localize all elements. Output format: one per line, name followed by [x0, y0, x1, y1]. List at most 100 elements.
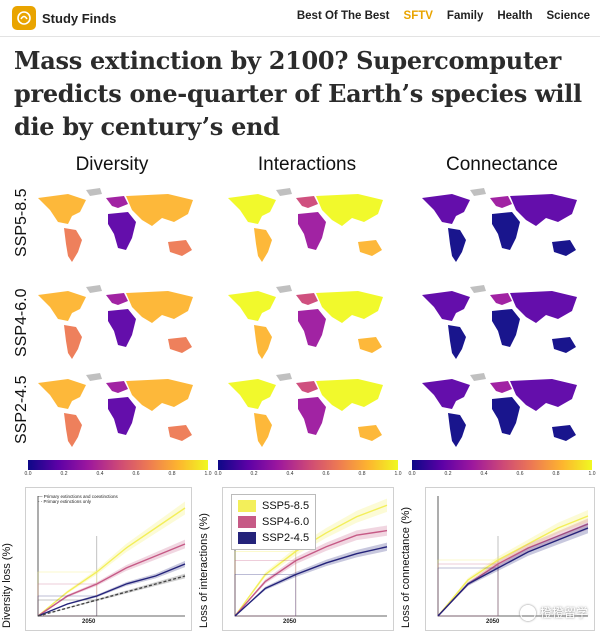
site-logo[interactable]: Study Finds: [12, 6, 116, 30]
series-line: [37, 575, 186, 617]
map-region: [86, 373, 102, 381]
map-region: [490, 293, 512, 305]
logo-icon: [12, 6, 36, 30]
main-nav: Best Of The Best SFTV Family Health Scie…: [297, 10, 590, 22]
legend-swatch-navy: [238, 532, 256, 544]
article-headline: Mass extinction by 2100? Supercomputer p…: [14, 46, 582, 141]
column-title-diversity: Diversity: [75, 154, 149, 175]
map-region: [38, 291, 86, 321]
map-region: [254, 228, 272, 262]
colorbar-ticks-diversity: 0.0 0.2 0.4 0.6 0.8 1.0: [24, 471, 212, 479]
map-region: [358, 240, 382, 256]
map-region: [296, 196, 318, 208]
series-band: [235, 525, 387, 616]
colorbar-connectance: [412, 460, 592, 470]
colorbar-tick: 0.4: [286, 471, 294, 477]
x-marker-2050: 2050: [486, 619, 500, 625]
map-diversity-ssp585: [38, 188, 193, 262]
map-region: [448, 413, 466, 447]
map-region: [276, 188, 292, 196]
map-region: [492, 309, 520, 347]
colorbar-tick: 0.8: [168, 471, 176, 477]
nav-best-of-the-best[interactable]: Best Of The Best: [296, 10, 390, 22]
map-region: [492, 212, 520, 250]
chart-diversity-loss: [37, 496, 186, 617]
map-region: [106, 381, 128, 393]
map-region: [490, 196, 512, 208]
map-region: [64, 413, 82, 447]
diversity-legend: — Primary extinctions and coextinctions …: [38, 494, 118, 504]
site-header: Study Finds Best Of The Best SFTV Family…: [0, 0, 600, 37]
colorbar-tick: 0.6: [132, 471, 140, 477]
map-region: [106, 196, 128, 208]
map-region: [552, 425, 576, 441]
map-region: [298, 212, 326, 250]
chart-panel-interactions: SSP5-8.5 SSP4-6.0 SSP2-4.5 2050: [222, 487, 394, 631]
ylabel-loss-of-connectance: Loss of connectance (%): [400, 506, 412, 628]
legend-item-ssp585: SSP5-8.5: [238, 498, 309, 514]
reference-box: [437, 567, 499, 617]
chart-panel-connectance: 2050: [425, 487, 595, 631]
reference-box: [234, 574, 297, 617]
map-region: [316, 194, 383, 226]
colorbar-tick: 0.0: [214, 471, 222, 477]
map-region: [298, 397, 326, 435]
map-region: [168, 337, 192, 353]
map-region: [64, 325, 82, 359]
legend-entry-solid: — Primary extinctions and coextinctions: [38, 494, 118, 499]
colorbar-tick: 0.8: [552, 471, 560, 477]
column-title-interactions: Interactions: [257, 154, 357, 175]
map-region: [38, 379, 86, 409]
map-connectance-ssp245: [422, 373, 577, 447]
map-region: [470, 188, 486, 196]
chart-loss-of-connectance: [437, 496, 589, 617]
column-title-connectance: Connectance: [446, 154, 558, 175]
colorbar-ticks-connectance: 0.0 0.2 0.4 0.6 0.8 1.0: [409, 471, 596, 479]
colorbar-interactions: [218, 460, 398, 470]
series-line: [234, 529, 388, 617]
series-band: [438, 510, 588, 616]
x-marker-2050: 2050: [283, 619, 297, 625]
map-region: [228, 194, 276, 224]
map-region: [86, 188, 102, 196]
map-interactions-ssp245: [228, 373, 383, 447]
chart-panel-diversity: — Primary extinctions and coextinctions …: [25, 487, 192, 631]
nav-sftv[interactable]: SFTV: [403, 10, 433, 22]
map-region: [108, 212, 136, 250]
colorbar-tick: 0.6: [516, 471, 524, 477]
map-interactions-ssp585: [228, 188, 383, 262]
map-region: [168, 425, 192, 441]
series-band: [38, 539, 185, 616]
map-region: [126, 291, 193, 323]
legend-item-ssp245: SSP2-4.5: [238, 530, 309, 546]
watermark: 橙橙留学: [519, 604, 588, 621]
map-region: [254, 325, 272, 359]
site-name: Study Finds: [42, 10, 117, 26]
scenario-legend: SSP5-8.5 SSP4-6.0 SSP2-4.5: [231, 494, 317, 550]
colorbar-tick: 0.8: [358, 471, 366, 477]
map-region: [552, 240, 576, 256]
map-region: [552, 337, 576, 353]
map-region: [422, 291, 470, 321]
map-region: [448, 325, 466, 359]
map-region: [126, 379, 193, 411]
nav-science[interactable]: Science: [546, 10, 590, 22]
series-line: [37, 543, 186, 617]
series-line: [37, 563, 186, 617]
map-region: [126, 194, 193, 226]
map-region: [296, 293, 318, 305]
map-region: [298, 309, 326, 347]
map-region: [296, 381, 318, 393]
map-region: [276, 373, 292, 381]
nav-family[interactable]: Family: [446, 10, 484, 22]
legend-swatch-pink: [238, 516, 256, 528]
series-line: [437, 527, 589, 617]
map-region: [106, 293, 128, 305]
colorbar-tick: 0.2: [444, 471, 452, 477]
map-region: [448, 228, 466, 262]
watermark-icon: [519, 604, 536, 621]
colorbar-tick: 0.0: [24, 471, 32, 477]
map-region: [422, 194, 470, 224]
nav-health[interactable]: Health: [497, 10, 533, 22]
map-region: [492, 397, 520, 435]
